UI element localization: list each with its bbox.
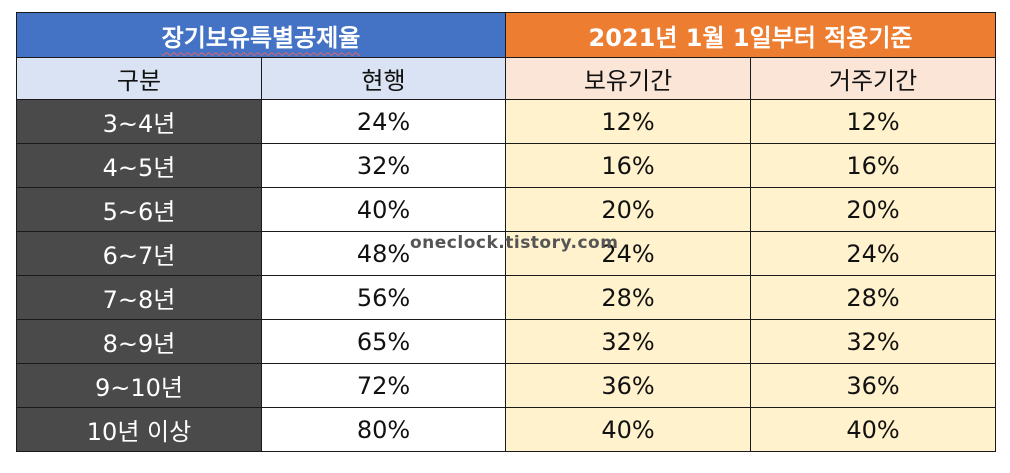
period-cell: 5~6년 bbox=[16, 187, 262, 232]
table-row: 10년 이상 80% 40% 40% bbox=[16, 407, 997, 452]
residence-rate-cell: 32% bbox=[750, 319, 997, 364]
period-cell: 4~5년 bbox=[16, 143, 262, 188]
period-cell: 7~8년 bbox=[16, 275, 262, 320]
holding-rate-cell: 32% bbox=[505, 319, 752, 364]
right-title: 2021년 1월 1일부터 적용기준 bbox=[588, 23, 913, 52]
period-cell: 10년 이상 bbox=[16, 407, 262, 452]
table-row: 4~5년 32% 16% 16% bbox=[16, 143, 997, 188]
col-header-residence: 거주기간 bbox=[750, 57, 997, 100]
period-cell: 3~4년 bbox=[16, 99, 262, 144]
holding-rate-cell: 36% bbox=[505, 363, 752, 408]
residence-rate-cell: 36% bbox=[750, 363, 997, 408]
right-title-cell: 2021년 1월 1일부터 적용기준 bbox=[505, 12, 997, 58]
table-row: 7~8년 56% 28% 28% bbox=[16, 275, 997, 320]
residence-rate-cell: 16% bbox=[750, 143, 997, 188]
current-rate-cell: 56% bbox=[260, 275, 507, 320]
current-rate-cell: 72% bbox=[260, 363, 507, 408]
col-header-current: 현행 bbox=[260, 57, 507, 100]
residence-rate-cell: 28% bbox=[750, 275, 997, 320]
current-rate-cell: 65% bbox=[260, 319, 507, 364]
watermark: oneclock.tistory.com bbox=[410, 233, 619, 253]
left-title: 장기보유특별공제율 bbox=[161, 23, 361, 52]
table-row: 8~9년 65% 32% 32% bbox=[16, 319, 997, 364]
col-header-period: 구분 bbox=[16, 57, 262, 100]
table-row: 6~7년 48% 24% 24% bbox=[16, 231, 997, 276]
period-cell: 8~9년 bbox=[16, 319, 262, 364]
table-row: 9~10년 72% 36% 36% bbox=[16, 363, 997, 408]
current-rate-cell: 40% bbox=[260, 187, 507, 232]
period-cell: 9~10년 bbox=[16, 363, 262, 408]
left-title-cell: 장기보유특별공제율 bbox=[15, 12, 507, 58]
period-cell: 6~7년 bbox=[16, 231, 262, 276]
table-row: 3~4년 24% 12% 12% bbox=[16, 99, 997, 144]
holding-rate-cell: 40% bbox=[505, 407, 752, 452]
deduction-rate-table: 장기보유특별공제율 2021년 1월 1일부터 적용기준 구분 현행 보유기간 … bbox=[15, 12, 997, 452]
holding-rate-cell: 12% bbox=[505, 99, 752, 144]
table-row: 5~6년 40% 20% 20% bbox=[16, 187, 997, 232]
title-row: 장기보유특별공제율 2021년 1월 1일부터 적용기준 bbox=[15, 12, 997, 58]
residence-rate-cell: 12% bbox=[750, 99, 997, 144]
holding-rate-cell: 16% bbox=[505, 143, 752, 188]
col-header-holding: 보유기간 bbox=[505, 57, 752, 100]
current-rate-cell: 48% bbox=[260, 231, 507, 276]
residence-rate-cell: 20% bbox=[750, 187, 997, 232]
table-body: 3~4년 24% 12% 12% 4~5년 32% 16% 16% 5~6년 40% 20% 20% 6… bbox=[16, 99, 997, 452]
holding-rate-cell: 20% bbox=[505, 187, 752, 232]
residence-rate-cell: 24% bbox=[750, 231, 997, 276]
current-rate-cell: 24% bbox=[260, 99, 507, 144]
residence-rate-cell: 40% bbox=[750, 407, 997, 452]
holding-rate-cell: 28% bbox=[505, 275, 752, 320]
column-header-row: 구분 현행 보유기간 거주기간 bbox=[16, 57, 997, 100]
current-rate-cell: 32% bbox=[260, 143, 507, 188]
current-rate-cell: 80% bbox=[260, 407, 507, 452]
